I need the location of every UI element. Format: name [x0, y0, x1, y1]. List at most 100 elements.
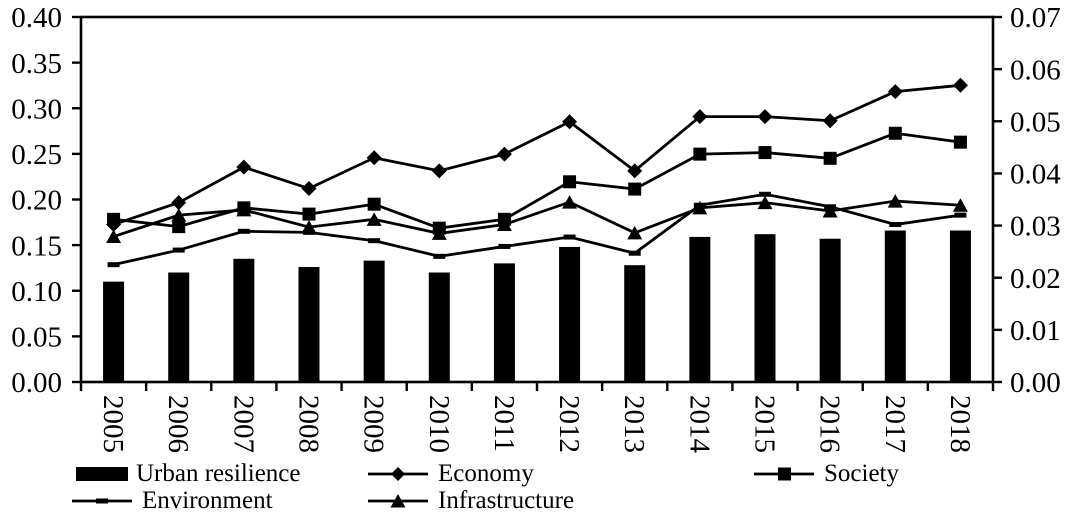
society-marker-2009	[367, 197, 381, 211]
x-axis-year-label: 2014	[683, 395, 715, 454]
environment-marker-2006	[172, 247, 185, 253]
x-axis-year-label: 2013	[618, 395, 650, 453]
left-axis-tick-label: 0.00	[11, 367, 62, 399]
infrastructure-marker-2008	[301, 220, 317, 234]
x-axis-year-label: 2006	[162, 395, 194, 453]
environment-marker-2005	[107, 262, 120, 268]
left-axis-tick-label: 0.05	[11, 322, 62, 354]
bar-2008	[298, 267, 320, 382]
left-axis-tick-label: 0.40	[11, 2, 62, 34]
bar-2014	[689, 236, 711, 382]
infrastructure-marker-2005	[106, 229, 122, 244]
bar-2015	[754, 234, 776, 382]
bar-2010	[428, 272, 450, 382]
legend-label: Society	[824, 460, 899, 487]
economy-marker-2007	[236, 159, 252, 175]
bar-swatch-icon	[76, 467, 128, 481]
x-axis-year-label: 2005	[97, 395, 129, 453]
right-axis-tick-label: 0.04	[1010, 159, 1061, 191]
bar-2007	[233, 258, 255, 382]
line-society	[113, 131, 961, 230]
left-axis-tick-label: 0.20	[11, 185, 62, 217]
line-economy	[113, 83, 961, 226]
environment-marker-2010	[433, 253, 446, 259]
line-infrastructure	[113, 199, 961, 238]
legend-label: Infrastructure	[438, 487, 575, 514]
legend-item-society: Society	[754, 461, 899, 487]
society-marker-2018	[953, 135, 967, 149]
infrastructure-marker-2017	[887, 194, 903, 208]
bar-2006	[168, 272, 190, 382]
x-axis-year-label: 2011	[488, 395, 520, 452]
bar-2005	[103, 281, 125, 382]
economy-marker-2011	[496, 146, 512, 162]
environment-marker-2009	[368, 238, 381, 244]
diamond-line-icon	[368, 467, 428, 481]
society-marker-2005	[107, 212, 121, 226]
x-axis-year-label: 2016	[814, 395, 846, 453]
right-axis-tick-label: 0.02	[1010, 263, 1061, 295]
x-axis-year-label: 2012	[553, 395, 585, 453]
infrastructure-marker-2011	[496, 217, 512, 232]
bar-2017	[884, 230, 906, 382]
environment-marker-2015	[759, 191, 771, 197]
infrastructure-marker-2010	[431, 226, 447, 240]
right-axis-tick-label: 0.05	[1010, 106, 1061, 138]
right-axis-tick-label: 0.06	[1010, 54, 1061, 86]
environment-marker-2011	[498, 243, 511, 249]
environment-marker-2017	[889, 222, 902, 228]
bar-2009	[363, 260, 385, 382]
right-axis-tick-label: 0.00	[1010, 367, 1061, 399]
x-axis-year-label: 2017	[879, 395, 911, 453]
x-axis-year-label: 2018	[944, 395, 976, 453]
square-line-icon	[754, 467, 814, 481]
right-axis-tick-label: 0.03	[1010, 211, 1061, 243]
right-axis-tick-label: 0.01	[1010, 315, 1061, 347]
infrastructure-marker-2013	[627, 225, 643, 240]
economy-marker-2008	[301, 181, 317, 197]
legend-item-economy: Economy	[368, 461, 534, 487]
society-marker-2013	[628, 182, 642, 196]
society-marker-2016	[823, 151, 837, 165]
economy-marker-2015	[757, 109, 773, 125]
x-axis-year-label: 2008	[293, 395, 325, 453]
legend-item-environment: Environment	[72, 488, 273, 514]
infrastructure-marker-2012	[562, 195, 578, 209]
economy-marker-2010	[431, 163, 447, 179]
x-axis-year-label: 2010	[423, 395, 455, 453]
infrastructure-marker-2016	[822, 203, 838, 218]
economy-marker-2014	[692, 109, 708, 125]
x-axis-year-label: 2007	[227, 395, 259, 453]
line-environment	[113, 192, 961, 267]
bar-2012	[559, 246, 581, 382]
infrastructure-marker-2009	[366, 212, 382, 226]
economy-marker-2006	[171, 195, 187, 211]
economy-marker-2013	[627, 163, 643, 179]
infrastructure-marker-2015	[757, 195, 773, 210]
bar-2016	[819, 238, 841, 382]
society-marker-2006	[172, 220, 186, 234]
left-axis-tick-label: 0.30	[11, 93, 62, 125]
legend-item-urban-resilience: Urban resilience	[76, 461, 301, 487]
infrastructure-marker-2007	[236, 202, 252, 217]
society-marker-2014	[693, 147, 707, 161]
infrastructure-marker-2018	[952, 198, 968, 212]
economy-marker-2017	[887, 84, 903, 100]
society-marker-2017	[888, 126, 902, 140]
left-axis-tick-label: 0.10	[11, 276, 62, 308]
left-axis-tick-label: 0.35	[11, 48, 62, 80]
infrastructure-marker-2014	[692, 200, 708, 215]
right-axis-tick-label: 0.07	[1010, 2, 1061, 34]
infrastructure-marker-2006	[171, 208, 187, 222]
bar-2013	[624, 265, 646, 382]
economy-marker-2016	[822, 113, 838, 129]
society-marker-2008	[302, 207, 316, 221]
legend-item-infrastructure: Infrastructure	[368, 488, 574, 514]
economy-marker-2012	[562, 114, 578, 130]
x-axis-year-label: 2015	[749, 395, 781, 453]
environment-marker-2012	[563, 234, 576, 240]
x-axis-year-label: 2009	[358, 395, 390, 453]
legend-label: Environment	[142, 487, 273, 514]
